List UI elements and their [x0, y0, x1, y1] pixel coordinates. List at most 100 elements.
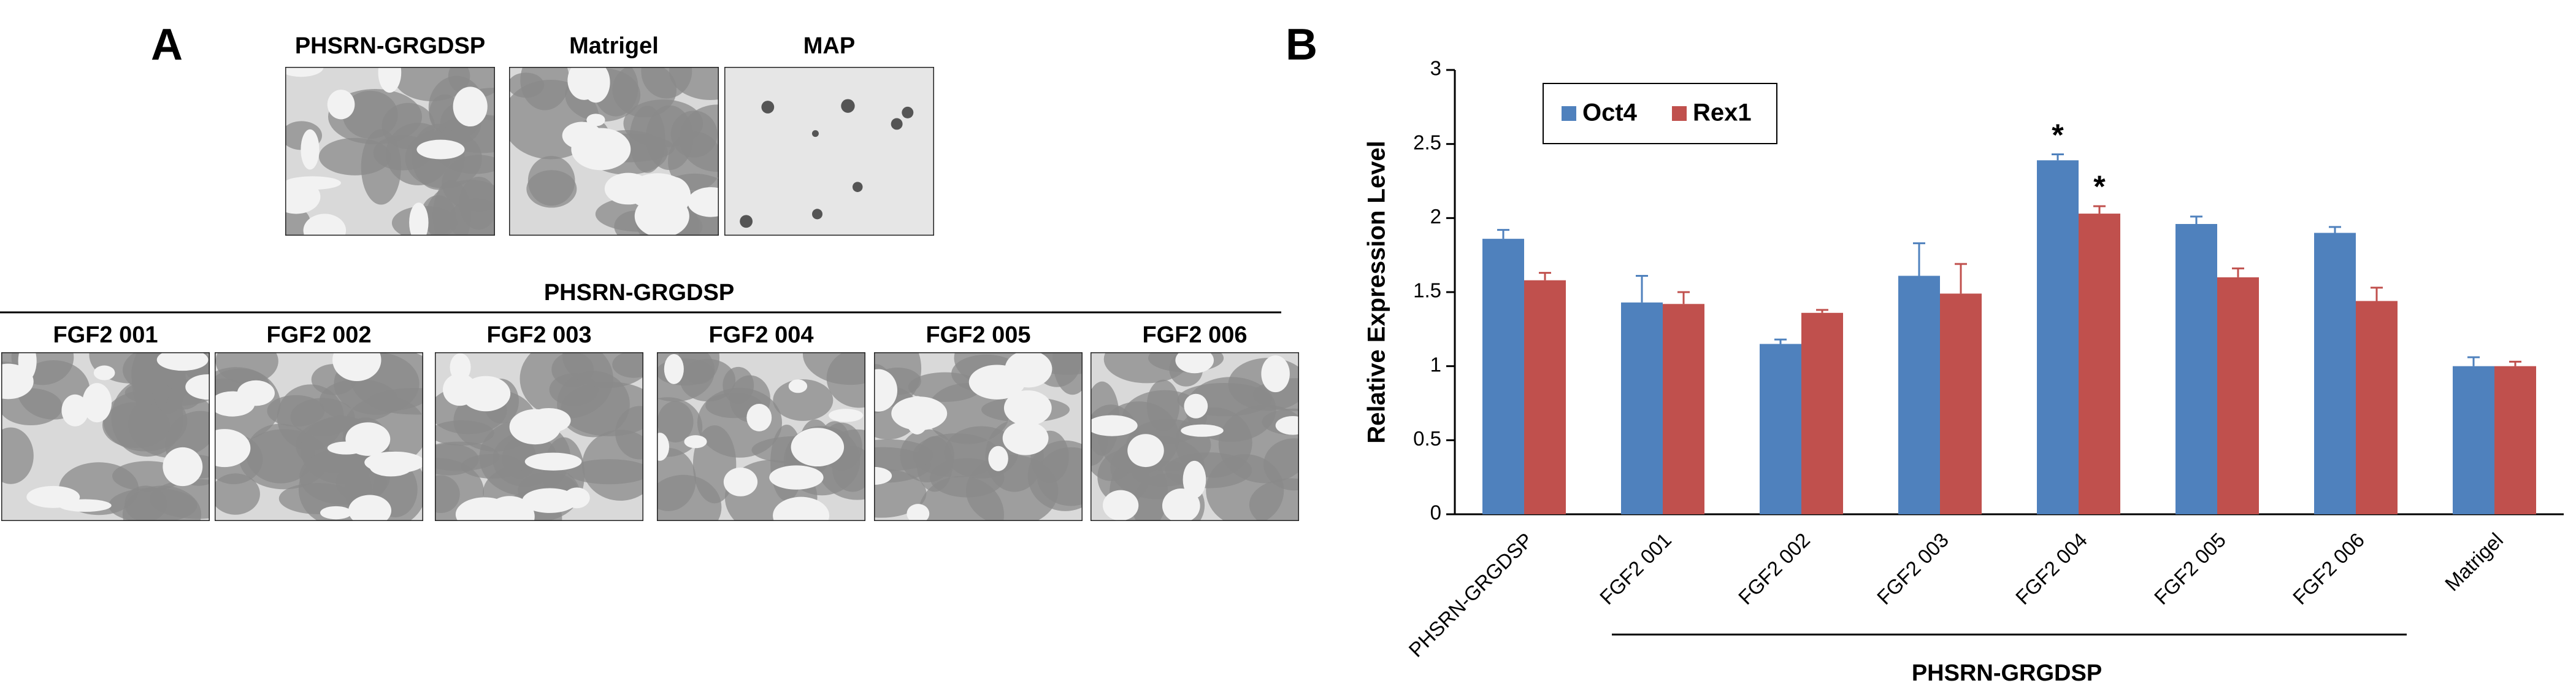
gap: [61, 394, 89, 427]
gap: [524, 452, 582, 471]
gap: [586, 114, 605, 126]
gap: [416, 139, 465, 160]
image-label: FGF2 001: [53, 322, 158, 348]
cell-cluster: [527, 156, 575, 206]
image-label: Matrigel: [569, 33, 659, 59]
gap: [773, 496, 830, 521]
significance-mark: *: [2093, 169, 2106, 204]
panel-label: B: [1286, 20, 1317, 69]
cell-cluster: [966, 455, 1059, 521]
cell-cluster: [102, 402, 170, 448]
cell-cluster: [678, 352, 720, 384]
micrograph: [1, 352, 210, 521]
speck: [761, 101, 775, 114]
cell-cluster: [429, 94, 461, 133]
micrograph: [724, 67, 934, 236]
cell-cluster: [679, 104, 719, 172]
cell-cluster: [773, 379, 834, 421]
speck: [740, 215, 753, 228]
cell-cluster: [582, 430, 643, 501]
cell-cluster: [1052, 352, 1083, 395]
gap: [891, 396, 948, 431]
legend-swatch: [1672, 106, 1687, 121]
gap: [1275, 416, 1299, 435]
speck: [852, 182, 863, 192]
gap: [1127, 434, 1164, 468]
cell-cluster: [1, 427, 34, 484]
gap: [163, 447, 203, 487]
legend-swatch: [1562, 106, 1576, 121]
micrograph: [285, 67, 495, 236]
x-tick-label: FGF2 004: [2011, 528, 2091, 609]
cell-cluster: [361, 129, 401, 205]
gap: [688, 187, 719, 217]
x-tick-label: FGF2 005: [2150, 528, 2230, 609]
gap: [627, 173, 688, 210]
cell-cluster: [1252, 378, 1299, 411]
x-tick-label: FGF2 003: [1873, 528, 1953, 609]
gap: [1184, 393, 1208, 419]
cell-cluster: [561, 382, 643, 436]
gap: [26, 485, 80, 508]
bar: [1801, 312, 1843, 514]
y-axis-title: Relative Expression Level: [1363, 141, 1390, 444]
bar: [2037, 160, 2079, 514]
cell-cluster: [215, 473, 260, 515]
gap: [82, 383, 112, 423]
bar: [2079, 214, 2120, 514]
speck: [891, 118, 903, 130]
gap: [215, 429, 251, 468]
legend-label: Oct4: [1582, 99, 1638, 126]
gap: [791, 428, 845, 467]
bar: [2175, 223, 2217, 514]
gap: [1261, 355, 1290, 393]
y-tick-label: 2: [1430, 205, 1441, 228]
micrograph: [1091, 352, 1299, 521]
gap: [1005, 352, 1052, 388]
speck: [812, 209, 823, 220]
y-tick-label: 1.5: [1413, 279, 1441, 302]
image-label: FGF2 002: [266, 322, 371, 348]
bar: [1621, 302, 1663, 514]
gap: [571, 128, 631, 171]
significance-mark: *: [2052, 118, 2064, 152]
gap: [156, 352, 209, 371]
gap: [378, 67, 402, 93]
image-label: PHSRN-GRGDSP: [295, 33, 485, 59]
bar: [1898, 276, 1940, 514]
bar: [2314, 233, 2356, 514]
image-label: FGF2 003: [486, 322, 591, 348]
gap: [327, 441, 365, 455]
bar: [2217, 277, 2259, 514]
bar: [2356, 301, 2398, 514]
gap: [185, 374, 210, 400]
gap: [874, 369, 898, 412]
gap: [301, 129, 320, 170]
x-tick-label: PHSRN-GRGDSP: [1404, 528, 1537, 662]
x-tick-label: FGF2 006: [2288, 528, 2369, 609]
gap: [988, 446, 1008, 471]
y-tick-label: 0.5: [1413, 427, 1441, 450]
gap: [509, 409, 561, 445]
gap: [1181, 424, 1224, 437]
gap: [684, 435, 707, 449]
bar: [1663, 304, 1704, 514]
speck: [811, 130, 819, 137]
micrograph: [509, 67, 719, 236]
x-tick-label: FGF2 001: [1595, 528, 1676, 609]
cell-cluster: [425, 180, 495, 236]
image-label: FGF2 006: [1142, 322, 1247, 348]
gap: [332, 352, 381, 382]
gap: [461, 376, 511, 412]
speck: [902, 106, 914, 118]
gap: [1003, 390, 1052, 426]
cell-cluster: [657, 474, 722, 521]
gap: [320, 506, 352, 520]
cell-cluster: [381, 102, 435, 150]
bar: [2494, 366, 2536, 514]
gap: [874, 466, 892, 485]
gap: [1162, 488, 1200, 521]
gap: [1103, 490, 1139, 521]
image-label: FGF2 005: [926, 322, 1030, 348]
